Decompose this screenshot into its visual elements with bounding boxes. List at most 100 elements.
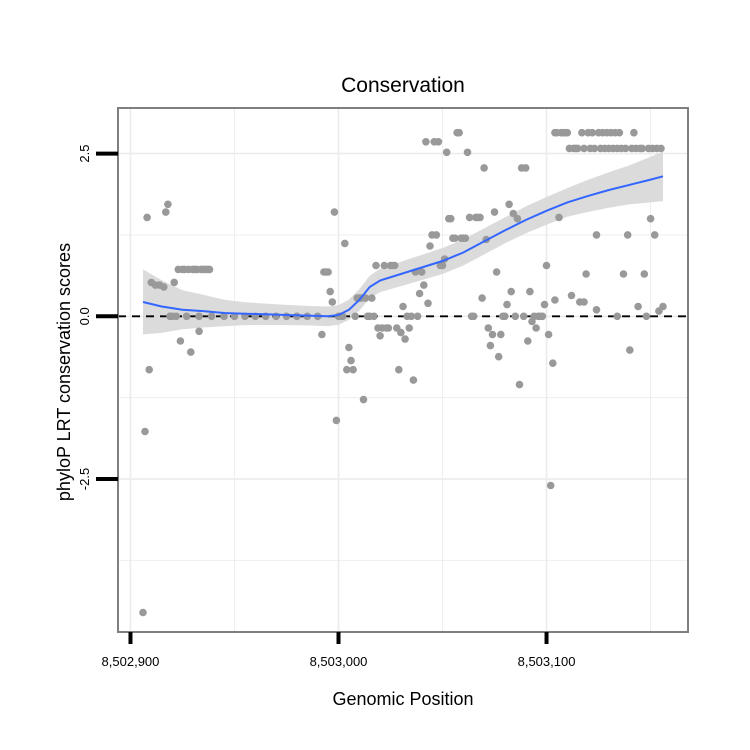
data-point — [422, 138, 430, 146]
data-point — [497, 330, 505, 339]
smooth-trend-line — [142, 175, 664, 318]
y-tick-label: 2.5 — [77, 145, 92, 163]
data-point — [160, 283, 168, 291]
data-point — [376, 332, 384, 340]
data-point — [546, 481, 555, 490]
data-point — [588, 128, 597, 137]
data-point — [172, 312, 180, 321]
data-point — [451, 234, 459, 242]
data-point — [182, 312, 191, 321]
data-point — [187, 348, 195, 356]
data-point — [509, 209, 518, 218]
data-point — [484, 324, 493, 332]
data-point — [515, 380, 524, 389]
data-point — [139, 608, 147, 617]
data-point — [447, 214, 455, 223]
data-point — [638, 144, 646, 153]
data-point — [432, 231, 441, 239]
x-tick-label: 8,502,900 — [102, 654, 160, 669]
data-point — [486, 341, 495, 350]
data-point — [519, 312, 528, 321]
data-point — [613, 312, 622, 321]
data-point — [490, 208, 499, 216]
data-point — [384, 324, 393, 332]
data-point — [532, 324, 540, 332]
data-point — [345, 343, 353, 352]
data-point — [351, 312, 360, 321]
x-axis-label: Genomic Position — [332, 689, 473, 709]
data-point — [659, 302, 667, 311]
data-points — [139, 128, 667, 617]
y-axis-label: phyloP LRT conservation scores — [54, 243, 74, 501]
y-tick-label: 0.0 — [77, 307, 92, 325]
data-point — [407, 312, 416, 321]
data-point — [626, 346, 634, 354]
data-point — [380, 261, 389, 270]
data-point — [361, 294, 370, 302]
y-axis: 2.5 0.0 -2.5 — [77, 145, 118, 490]
data-point — [592, 306, 601, 314]
data-point — [424, 299, 432, 308]
data-point — [542, 261, 551, 270]
data-point — [590, 144, 599, 153]
data-point — [469, 312, 478, 321]
data-point — [318, 330, 326, 339]
data-point — [390, 261, 399, 270]
data-point — [409, 376, 418, 384]
data-point — [282, 312, 291, 321]
data-point — [492, 268, 501, 276]
data-point — [549, 359, 557, 368]
data-point — [359, 395, 368, 404]
data-point — [195, 312, 203, 321]
data-point — [442, 148, 451, 157]
data-point — [143, 213, 151, 222]
data-point — [195, 327, 203, 336]
data-point — [503, 300, 511, 309]
data-point — [164, 200, 172, 209]
data-point — [619, 270, 628, 278]
data-point — [417, 268, 426, 276]
data-point — [526, 287, 534, 296]
data-point — [162, 208, 170, 216]
plot-border — [117, 107, 689, 633]
y-tick-label: -2.5 — [77, 468, 92, 490]
data-point — [494, 352, 503, 361]
data-point — [580, 298, 588, 306]
data-point — [349, 365, 357, 374]
data-point — [511, 312, 520, 321]
data-point — [476, 213, 484, 222]
data-point — [370, 312, 378, 321]
smooth-line-path — [142, 175, 664, 318]
data-point — [207, 312, 216, 321]
data-point — [399, 302, 407, 311]
data-point — [540, 300, 549, 309]
data-point — [328, 298, 337, 306]
data-point — [623, 231, 632, 239]
data-point — [640, 270, 649, 278]
data-point — [145, 365, 153, 374]
data-point — [372, 261, 380, 270]
data-point — [220, 312, 228, 321]
data-point — [324, 268, 332, 276]
data-point — [205, 265, 214, 274]
data-point — [544, 330, 553, 339]
data-point — [401, 335, 409, 343]
data-point — [567, 291, 576, 300]
data-point — [326, 287, 335, 296]
data-point — [343, 365, 351, 374]
data-point — [573, 144, 582, 153]
data-point — [592, 231, 601, 239]
data-point — [501, 312, 509, 321]
data-point — [650, 231, 659, 239]
data-point — [455, 128, 464, 137]
x-axis: 8,502,900 8,503,000 8,503,100 — [102, 632, 575, 669]
data-point — [463, 148, 472, 157]
data-point — [332, 416, 341, 425]
chart-title: Conservation — [341, 74, 465, 97]
x-tick-label: 8,503,000 — [310, 654, 368, 669]
data-point — [488, 330, 497, 339]
data-point — [330, 208, 339, 216]
data-point — [555, 213, 563, 222]
data-point — [434, 138, 443, 146]
data-point — [642, 312, 651, 321]
